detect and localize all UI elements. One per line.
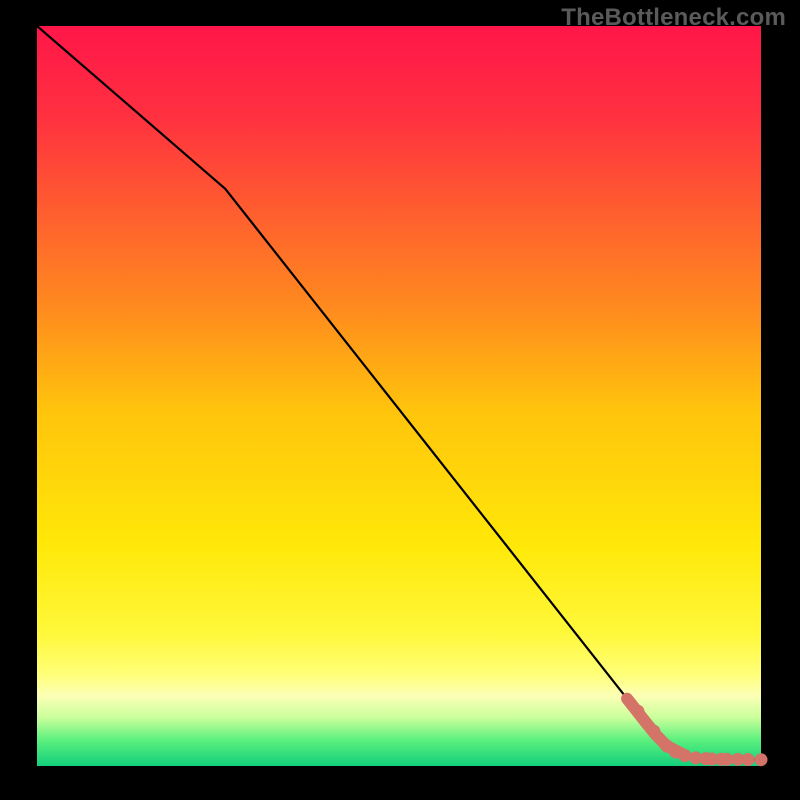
tail-dot — [741, 753, 754, 766]
watermark-text: TheBottleneck.com — [561, 4, 786, 32]
plot-background — [37, 26, 761, 766]
tail-dot — [647, 725, 660, 738]
tail-dot — [631, 705, 644, 718]
tail-dot — [755, 753, 768, 766]
chart-root: TheBottleneck.com — [0, 0, 800, 800]
tail-dot — [678, 749, 691, 762]
chart-svg — [0, 0, 800, 800]
